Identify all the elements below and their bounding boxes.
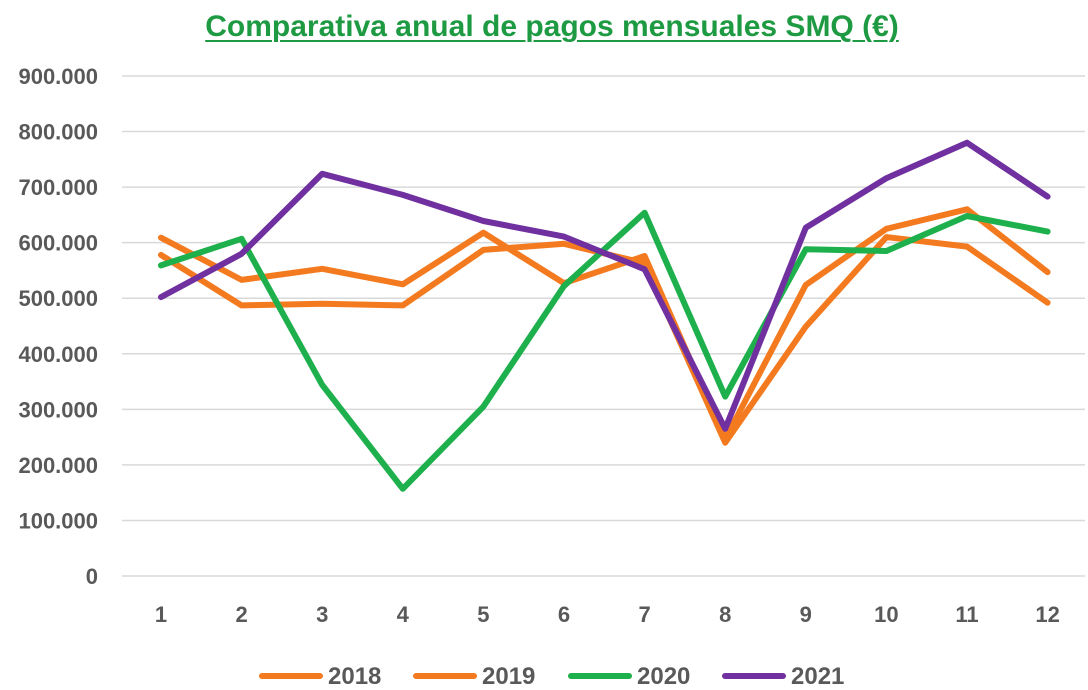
x-tick-label: 11: [955, 602, 978, 627]
series-line-2019: [158, 206, 1051, 443]
y-tick-label: 600.000: [18, 231, 98, 256]
y-tick-label: 300.000: [18, 397, 98, 422]
x-tick-label: 3: [316, 602, 328, 627]
x-tick-label: 7: [638, 602, 650, 627]
y-tick-label: 800.000: [18, 120, 98, 145]
x-tick-label: 9: [800, 602, 812, 627]
legend-label-2019: 2019: [482, 663, 535, 690]
y-tick-label: 0: [86, 564, 98, 589]
legend: 2018 2019 2020 2021: [259, 663, 844, 690]
series-lines: [158, 139, 1051, 492]
gridlines: [122, 75, 1085, 577]
chart-title: Comparativa anual de pagos mensuales SMQ…: [205, 10, 899, 43]
x-axis-ticks: 1 2 3 4 5 6 7 8 9 10 11 12: [155, 602, 1060, 627]
legend-label-2018: 2018: [328, 663, 381, 690]
x-tick-label: 2: [235, 602, 247, 627]
x-tick-label: 1: [155, 602, 167, 627]
y-tick-label: 900.000: [18, 64, 98, 89]
x-tick-label: 10: [874, 602, 898, 627]
legend-label-2020: 2020: [637, 663, 690, 690]
x-tick-label: 4: [397, 602, 410, 627]
series-line-2020: [158, 209, 1051, 492]
x-tick-label: 5: [477, 602, 489, 627]
legend-label-2021: 2021: [791, 663, 844, 690]
series-line-2021: [158, 139, 1051, 432]
y-tick-label: 100.000: [18, 508, 98, 533]
y-tick-label: 700.000: [18, 175, 98, 200]
y-tick-label: 400.000: [18, 342, 98, 367]
x-tick-label: 6: [558, 602, 570, 627]
y-tick-label: 200.000: [18, 453, 98, 478]
x-tick-label: 8: [719, 602, 731, 627]
x-tick-label: 12: [1035, 602, 1059, 627]
y-axis-ticks: 0 100.000 200.000 300.000 400.000 500.000 600.…: [18, 64, 98, 589]
y-tick-label: 500.000: [18, 286, 98, 311]
